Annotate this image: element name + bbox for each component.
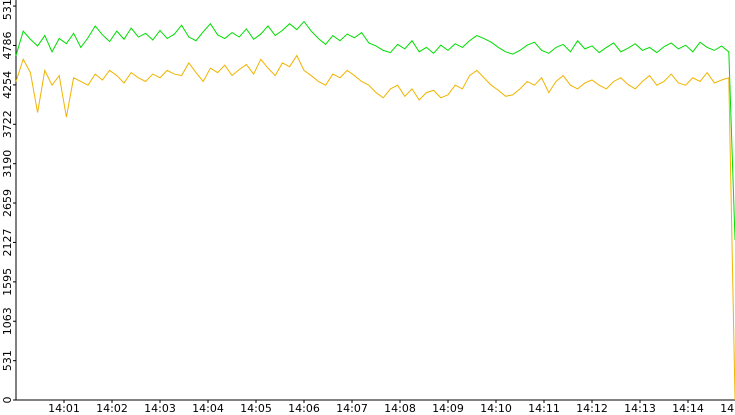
x-tick-label: 14:15 bbox=[720, 402, 735, 415]
x-tick-label: 14:08 bbox=[384, 402, 416, 415]
y-tick-label: 2659 bbox=[1, 189, 14, 217]
y-tick-label: 1063 bbox=[1, 307, 14, 335]
x-tick-label: 14:14 bbox=[672, 402, 704, 415]
y-tick-label: 0 bbox=[1, 397, 14, 404]
y-tick-label: 4786 bbox=[1, 31, 14, 59]
x-tick-label: 14:11 bbox=[528, 402, 560, 415]
x-tick-label: 14:09 bbox=[432, 402, 464, 415]
x-tick-label: 14:03 bbox=[144, 402, 176, 415]
y-tick-label: 1595 bbox=[1, 268, 14, 296]
y-tick-label: 3190 bbox=[1, 150, 14, 178]
series-line bbox=[15, 54, 735, 401]
x-tick-label: 14:12 bbox=[576, 402, 608, 415]
y-tick-label: 4254 bbox=[1, 71, 14, 99]
x-tick-label: 14:02 bbox=[96, 402, 128, 415]
series-line bbox=[15, 20, 735, 241]
y-tick-label: 2127 bbox=[1, 228, 14, 256]
x-tick-label: 14:07 bbox=[336, 402, 368, 415]
x-tick-label: 14:06 bbox=[288, 402, 320, 415]
x-tick-label: 14:01 bbox=[48, 402, 80, 415]
x-tick-label: 14:05 bbox=[240, 402, 272, 415]
y-tick-label: 531 bbox=[1, 350, 14, 371]
y-tick-label: 5318 bbox=[1, 0, 14, 20]
y-tick-label: 3722 bbox=[1, 110, 14, 138]
x-tick-label: 14:04 bbox=[192, 402, 224, 415]
x-tick-label: 14:10 bbox=[480, 402, 512, 415]
x-tick-label: 14:13 bbox=[624, 402, 656, 415]
